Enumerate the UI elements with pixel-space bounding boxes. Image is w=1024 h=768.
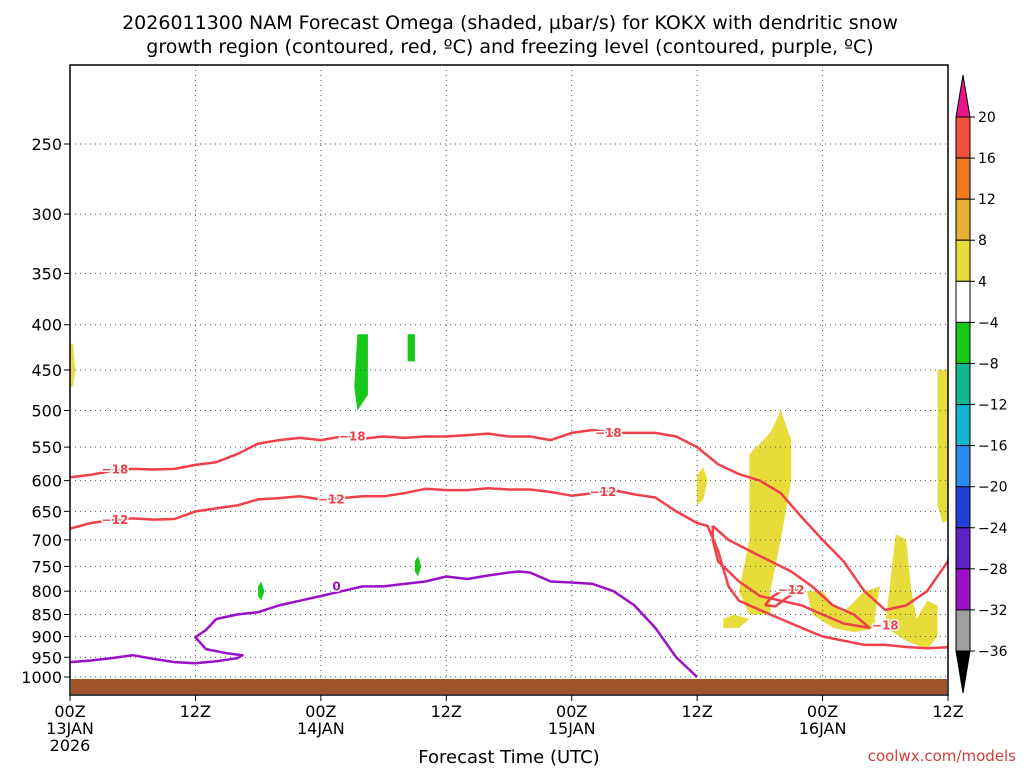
x-tick-label-84: 12Z: [932, 702, 963, 721]
chart-title-line-2: growth region (contoured, red, ºC) and f…: [146, 36, 873, 58]
terrain-ground: [71, 679, 947, 694]
y-axis: 250 300 350 400 450 500 550 600 650 700 750 800 850 9…: [21, 135, 70, 687]
y-tick-label-1000: 1000: [21, 668, 62, 687]
colorbar-arrow-bottom: [955, 650, 971, 694]
contour-label-4: −12: [318, 492, 345, 506]
colorbar-segment-9: [955, 486, 971, 529]
y-tick-label-950: 950: [31, 648, 62, 667]
omega-region-3: [258, 581, 265, 601]
colorbar-segment-5: [955, 321, 971, 364]
y-tick-label-450: 450: [31, 361, 62, 380]
colorbar-label-0: 20: [978, 110, 996, 126]
y-tick-label-300: 300: [31, 205, 62, 224]
omega-region-10: [937, 370, 948, 523]
omega-region-2: [407, 334, 415, 362]
y-tick-label-600: 600: [31, 472, 62, 491]
colorbar-label-10: −24: [978, 521, 1008, 537]
x-tick-label-24: 00Z 14JAN: [297, 702, 345, 738]
contour-dgz-1: [70, 486, 948, 650]
y-tick-label-650: 650: [31, 502, 62, 521]
colorbar-label-13: −36: [978, 644, 1008, 660]
colorbar-segment-3: [955, 239, 971, 282]
colorbar-arrow-top: [955, 74, 971, 118]
contour-label-8: 0: [332, 579, 340, 593]
colorbar-segment-2: [955, 198, 971, 241]
colorbar-label-7: −12: [978, 398, 1008, 414]
colorbar-label-2: 12: [978, 192, 996, 208]
omega-shading-layer: [70, 334, 948, 650]
x-axis: 00Z 13JAN 2026 12Z 00Z 14JAN 12Z 00Z 15JAN 12Z 00Z…: [46, 695, 964, 755]
colorbar-segment-11: [955, 568, 971, 611]
x-tick-label-36: 12Z: [431, 702, 462, 721]
credit-link[interactable]: coolwx.com/models: [868, 747, 1016, 765]
y-tick-label-400: 400: [31, 316, 62, 335]
omega-region-6: [739, 410, 792, 615]
colorbar-label-3: 8: [978, 233, 987, 249]
colorbar-label-8: −16: [978, 439, 1008, 455]
colorbar-segment-1: [955, 157, 971, 200]
plot-area: −18 −18 −18 −12 −12 −12 −12 −18 0: [69, 64, 949, 696]
y-tick-label-900: 900: [31, 627, 62, 646]
colorbar-segment-12: [955, 609, 971, 652]
colorbar-segment-4: [955, 280, 971, 323]
contour-freezing-4: [70, 570, 698, 678]
colorbar-label-5: −4: [978, 315, 999, 331]
colorbar-segment-7: [955, 404, 971, 447]
y-tick-label-250: 250: [31, 135, 62, 154]
omega-region-9: [885, 534, 938, 650]
gridlines: [70, 65, 948, 695]
x-tick-label-12: 12Z: [180, 702, 211, 721]
contour-dgz-0: [70, 428, 948, 612]
colorbar-label-1: 16: [978, 151, 996, 167]
omega-region-4: [414, 556, 422, 577]
y-tick-label-700: 700: [31, 531, 62, 550]
y-tick-label-800: 800: [31, 582, 62, 601]
y-tick-label-750: 750: [31, 557, 62, 576]
plot-frame: [69, 64, 949, 696]
colorbar-segment-8: [955, 445, 971, 488]
contour-label-0: −18: [102, 463, 129, 477]
contour-label-7: −18: [872, 619, 899, 633]
x-tick-label-48: 00Z 15JAN: [548, 702, 596, 738]
y-tick-label-550: 550: [31, 438, 62, 457]
y-tick-label-500: 500: [31, 402, 62, 421]
omega-region-1: [354, 334, 368, 411]
colorbar-label-6: −8: [978, 356, 999, 372]
colorbar: 20 16 12 8 4 −4 −8 −12 −16 −20 −24 −28 −32 −36: [955, 74, 1008, 694]
omega-region-5: [697, 467, 708, 506]
colorbar-label-11: −28: [978, 562, 1008, 578]
x-tick-label-0: 00Z 13JAN 2026: [46, 702, 94, 755]
y-tick-label-350: 350: [31, 264, 62, 283]
colorbar-label-9: −20: [978, 480, 1008, 496]
omega-region-7: [723, 614, 750, 628]
colorbar-segment-10: [955, 527, 971, 570]
y-tick-label-850: 850: [31, 606, 62, 625]
contour-label-3: −12: [102, 513, 129, 527]
x-tick-label-72: 00Z 16JAN: [799, 702, 847, 738]
contour-label-5: −12: [590, 485, 617, 499]
x-axis-label: Forecast Time (UTC): [418, 747, 599, 768]
chart-title-line-1: 2026011300 NAM Forecast Omega (shaded, µ…: [122, 12, 898, 34]
colorbar-segment-6: [955, 362, 971, 406]
omega-region-0: [70, 343, 76, 387]
colorbar-label-12: −32: [978, 603, 1008, 619]
contour-label-6: −12: [778, 583, 805, 597]
contour-dgz-closed-3: [711, 524, 871, 630]
x-tick-label-60: 12Z: [681, 702, 712, 721]
contour-label-1: −18: [339, 430, 366, 444]
contour-layer: −18 −18 −18 −12 −12 −12 −12 −18 0: [70, 424, 948, 678]
colorbar-segment-0: [955, 116, 971, 159]
colorbar-label-4: 4: [978, 274, 987, 290]
contour-label-2: −18: [595, 426, 622, 440]
